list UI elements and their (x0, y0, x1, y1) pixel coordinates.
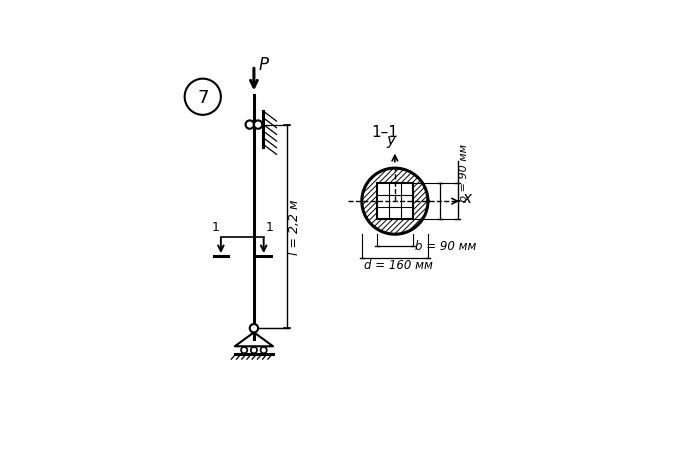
Text: 1–1: 1–1 (371, 124, 398, 139)
Text: x: x (463, 191, 472, 206)
Circle shape (245, 121, 254, 129)
Circle shape (249, 324, 258, 333)
Text: b = 90 мм: b = 90 мм (415, 239, 476, 253)
Circle shape (260, 347, 267, 354)
Text: b = 90 мм: b = 90 мм (460, 144, 469, 202)
Circle shape (241, 347, 247, 354)
Text: d = 160 мм: d = 160 мм (364, 259, 433, 272)
Text: 1: 1 (265, 221, 274, 234)
Text: 1: 1 (212, 221, 219, 234)
Bar (377, 184, 413, 220)
Circle shape (251, 347, 257, 354)
Circle shape (254, 121, 263, 129)
Text: l = 2,2 м: l = 2,2 м (288, 199, 301, 254)
Text: 7: 7 (197, 88, 209, 106)
Text: P: P (258, 55, 268, 74)
Text: y: y (387, 132, 395, 147)
